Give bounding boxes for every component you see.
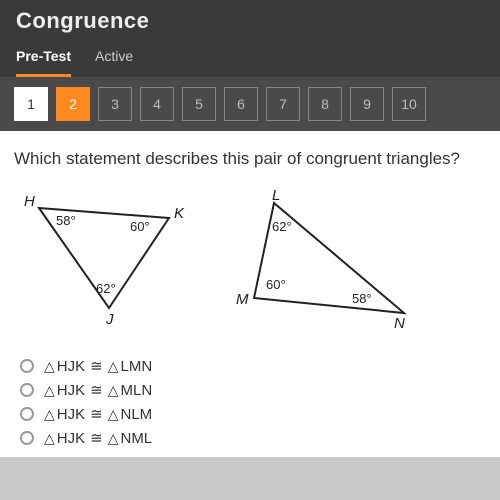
nav-q8[interactable]: 8: [308, 87, 342, 121]
radio-icon: [20, 407, 34, 421]
section-title: Congruence: [16, 8, 484, 34]
nav-q10[interactable]: 10: [392, 87, 426, 121]
question-text: Which statement describes this pair of c…: [14, 149, 486, 169]
option-d-text: △HJK ≅ △NML: [44, 429, 152, 447]
option-a[interactable]: △HJK ≅ △LMN: [20, 357, 486, 375]
nav-q2[interactable]: 2: [56, 87, 90, 121]
angle-m: 60°: [266, 277, 286, 292]
option-b-text: △HJK ≅ △MLN: [44, 381, 152, 399]
app-header: Congruence Pre-Test Active: [0, 0, 500, 77]
nav-q3[interactable]: 3: [98, 87, 132, 121]
angle-h: 58°: [56, 213, 76, 228]
question-nav: 1 2 3 4 5 6 7 8 9 10: [0, 77, 500, 131]
option-d[interactable]: △HJK ≅ △NML: [20, 429, 486, 447]
option-b[interactable]: △HJK ≅ △MLN: [20, 381, 486, 399]
answer-list: △HJK ≅ △LMN △HJK ≅ △MLN △HJK ≅ △NLM: [14, 357, 486, 447]
label-m: M: [236, 291, 249, 308]
option-c-text: △HJK ≅ △NLM: [44, 405, 152, 423]
triangle-figure: H K J 58° 60° 62° L M N 62° 60° 58°: [14, 183, 444, 343]
tab-active[interactable]: Active: [95, 42, 133, 77]
radio-icon: [20, 383, 34, 397]
nav-q7[interactable]: 7: [266, 87, 300, 121]
tab-row: Pre-Test Active: [16, 42, 484, 77]
angle-k: 60°: [130, 219, 150, 234]
angle-n: 58°: [352, 291, 372, 306]
triangle-svg: [14, 183, 444, 343]
angle-l: 62°: [272, 219, 292, 234]
nav-q6[interactable]: 6: [224, 87, 258, 121]
radio-icon: [20, 359, 34, 373]
tab-pretest[interactable]: Pre-Test: [16, 42, 71, 77]
question-panel: Which statement describes this pair of c…: [0, 131, 500, 457]
option-c[interactable]: △HJK ≅ △NLM: [20, 405, 486, 423]
label-k: K: [174, 205, 184, 222]
option-a-text: △HJK ≅ △LMN: [44, 357, 152, 375]
nav-q9[interactable]: 9: [350, 87, 384, 121]
nav-q4[interactable]: 4: [140, 87, 174, 121]
angle-j: 62°: [96, 281, 116, 296]
nav-q5[interactable]: 5: [182, 87, 216, 121]
label-l: L: [272, 187, 280, 204]
radio-icon: [20, 431, 34, 445]
label-n: N: [394, 315, 405, 332]
label-j: J: [106, 311, 114, 328]
label-h: H: [24, 193, 35, 210]
nav-q1[interactable]: 1: [14, 87, 48, 121]
